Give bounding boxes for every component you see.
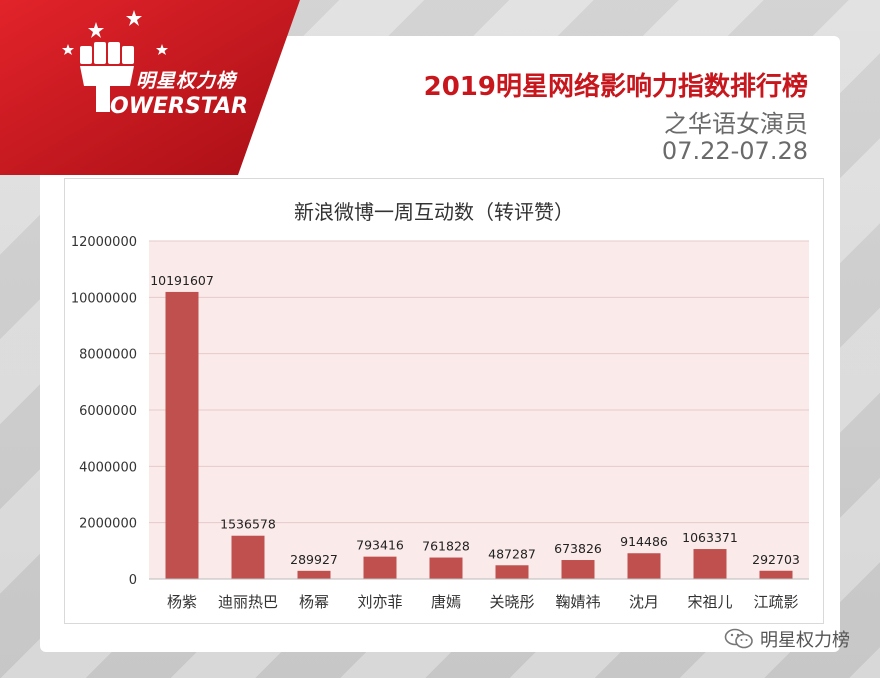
data-label: 487287 <box>488 546 536 561</box>
x-tick-label: 鞠婧祎 <box>555 593 600 611</box>
chart-container: 0 2000000 4000000 6000000 8000000 10000000 120… <box>64 178 824 624</box>
star-icon <box>156 44 168 55</box>
y-tick-label: 0 <box>129 573 137 588</box>
bar <box>297 570 331 579</box>
data-label: 292703 <box>752 552 800 567</box>
bar <box>627 553 661 579</box>
logo-banner <box>0 0 300 175</box>
data-label: 289927 <box>290 552 338 567</box>
x-tick-label: 关晓彤 <box>489 593 534 611</box>
x-tick-label: 杨幂 <box>299 593 329 611</box>
star-icon <box>62 44 74 55</box>
x-tick-label: 迪丽热巴 <box>218 593 278 611</box>
data-label: 1063371 <box>682 530 738 545</box>
y-tick-label: 4000000 <box>79 460 137 475</box>
x-tick-label: 刘亦菲 <box>357 593 402 611</box>
bar <box>759 570 793 579</box>
data-label: 673826 <box>554 541 602 556</box>
wechat-icon <box>724 628 753 649</box>
page-title: 2019明星网络影响力指数排行榜 <box>423 72 808 102</box>
data-label: 10191607 <box>150 273 214 288</box>
bar <box>231 535 265 579</box>
x-tick-label: 杨紫 <box>167 593 197 611</box>
bar-chart: 0 2000000 4000000 6000000 8000000 10000000 120… <box>71 200 809 611</box>
data-label: 761828 <box>422 539 470 554</box>
data-label: 1536578 <box>220 517 276 532</box>
fist-logo-icon <box>80 42 134 112</box>
footer-account-name: 明星权力榜 <box>760 630 850 651</box>
x-tick-label: 沈月 <box>629 593 659 611</box>
chart-title: 新浪微博一周互动数（转评赞） <box>294 200 574 224</box>
bar <box>165 291 199 579</box>
logo-brand-text: OWERSTAR <box>110 94 249 119</box>
x-tick-label: 江疏影 <box>753 593 798 611</box>
data-label: 793416 <box>356 538 404 553</box>
y-tick-label: 2000000 <box>79 517 137 532</box>
bar <box>363 556 397 579</box>
x-tick-label: 唐嫣 <box>431 593 461 611</box>
bar <box>693 549 727 579</box>
x-tick-label: 宋祖儿 <box>687 593 732 611</box>
y-tick-label: 6000000 <box>79 404 137 419</box>
data-label: 914486 <box>620 534 668 549</box>
date-range: 07.22-07.28 <box>661 137 808 165</box>
bar <box>495 565 529 579</box>
bar <box>429 557 463 579</box>
star-icon <box>126 10 142 26</box>
bar <box>561 560 595 579</box>
logo-cn-text: 明星权力榜 <box>136 70 237 92</box>
y-tick-label: 10000000 <box>71 291 137 306</box>
y-tick-label: 12000000 <box>71 235 137 250</box>
y-tick-label: 8000000 <box>79 348 137 363</box>
page-subtitle: 之华语女演员 <box>664 110 808 138</box>
star-icon <box>88 22 104 38</box>
footer-account: 明星权力榜 <box>724 626 850 652</box>
